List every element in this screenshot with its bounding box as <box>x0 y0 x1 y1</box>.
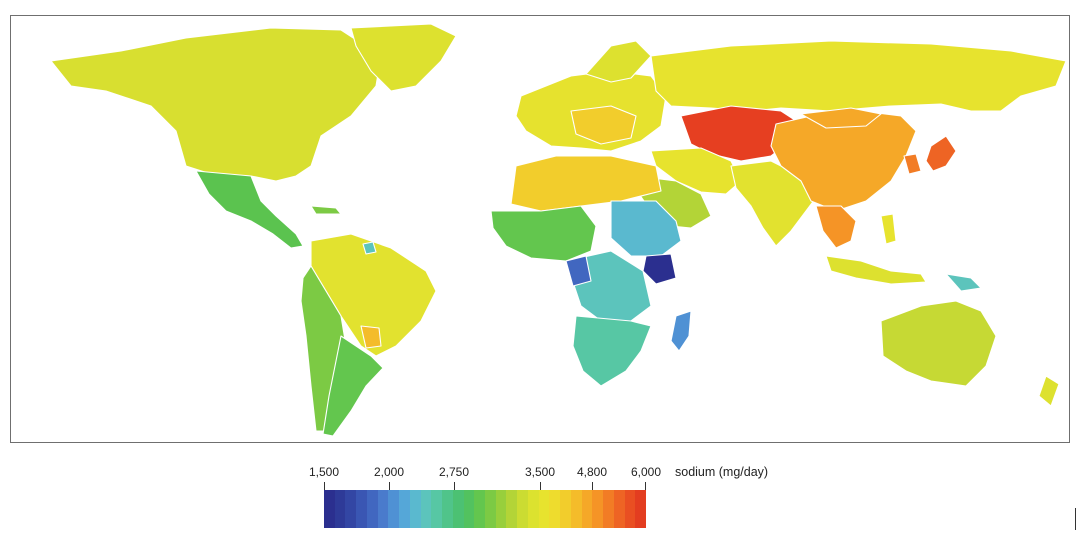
legend-tick-mark <box>389 482 390 490</box>
legend-swatch <box>560 490 571 528</box>
legend-swatch <box>635 490 647 528</box>
region-iran <box>650 147 742 195</box>
legend-swatch <box>570 490 582 528</box>
legend-tick-mark <box>592 482 593 490</box>
legend-tick-label: 2,000 <box>373 465 405 479</box>
legend-swatch <box>409 490 421 528</box>
region-madagascar <box>670 310 692 352</box>
region-central-europe <box>570 105 637 145</box>
legend-swatch <box>495 490 507 528</box>
legend-swatch <box>517 490 528 528</box>
region-east-africa <box>610 200 682 257</box>
legend-swatch <box>538 490 550 528</box>
legend-tick-label: 3,500 <box>524 465 556 479</box>
legend-swatch <box>431 490 443 528</box>
region-paraguay <box>360 325 382 349</box>
region-mongolia <box>800 107 882 129</box>
legend-swatch <box>624 490 636 528</box>
region-new-zealand <box>1038 375 1060 407</box>
legend-swatch <box>549 490 561 528</box>
legend-swatch <box>399 490 410 528</box>
region-papua <box>945 273 982 292</box>
region-caribbean <box>310 205 342 215</box>
legend-tick-mark <box>540 482 541 490</box>
legend-swatch <box>442 490 453 528</box>
region-mexico <box>195 170 304 249</box>
legend-tick-label: 1,500 <box>308 465 340 479</box>
legend-swatch <box>485 490 496 528</box>
legend-tick-label: 6,000 <box>630 465 662 479</box>
corner-bracket <box>1075 508 1080 530</box>
legend-swatch <box>324 490 335 528</box>
legend-tick-mark <box>645 482 646 490</box>
legend-swatch <box>474 490 486 528</box>
region-kenya <box>642 253 677 285</box>
region-argentina <box>322 335 384 437</box>
legend-swatch <box>356 490 367 528</box>
region-korea <box>903 153 922 175</box>
legend-swatch <box>420 490 432 528</box>
legend-swatch <box>527 490 539 528</box>
legend-swatch <box>613 490 625 528</box>
legend-swatch <box>377 490 389 528</box>
region-southern-africa <box>572 315 652 387</box>
world-map <box>10 15 1070 443</box>
legend-swatch <box>345 490 357 528</box>
legend-tick-mark <box>324 482 325 490</box>
region-indonesia <box>825 255 927 285</box>
legend-swatch <box>452 490 464 528</box>
legend-tick-label: 4,800 <box>576 465 608 479</box>
world-map-svg <box>50 23 1067 437</box>
legend-swatch <box>388 490 400 528</box>
legend-swatch <box>581 490 593 528</box>
legend-swatch <box>366 490 378 528</box>
region-australia <box>880 300 997 387</box>
region-guiana <box>362 241 377 255</box>
region-philippines <box>880 213 897 245</box>
region-west-africa <box>490 205 597 262</box>
legend-tick-mark <box>454 482 455 490</box>
region-russia <box>650 40 1067 112</box>
legend-swatch <box>592 490 604 528</box>
legend-title: sodium (mg/day) <box>675 465 769 479</box>
region-greenland <box>350 23 457 92</box>
legend-swatch <box>603 490 614 528</box>
region-cameroon <box>565 255 592 287</box>
legend-tick-label: 2,750 <box>438 465 470 479</box>
legend-color-bar <box>324 490 647 528</box>
region-north-africa <box>510 155 662 212</box>
region-japan <box>925 135 957 172</box>
region-north-america <box>50 27 382 182</box>
sodium-legend: 1,500 2,000 2,750 3,500 4,800 6,000 sodi… <box>0 455 1080 536</box>
legend-swatch <box>334 490 346 528</box>
legend-swatch <box>463 490 475 528</box>
region-southeast-asia <box>815 205 857 249</box>
legend-swatch <box>506 490 518 528</box>
